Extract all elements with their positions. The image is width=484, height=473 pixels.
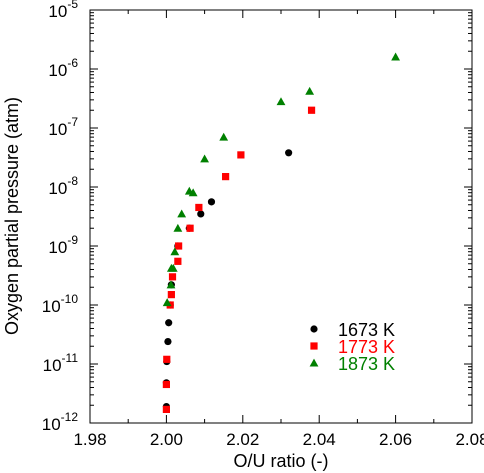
y-tick-label: 10-5 (48, 0, 78, 21)
data-point-triangle (200, 154, 209, 163)
y-axis-ticks (90, 9, 472, 424)
y-tick-label: 10-9 (48, 233, 78, 257)
data-point-triangle (166, 280, 176, 289)
data-point-square (162, 405, 170, 414)
x-tick-label: 1.98 (73, 430, 106, 449)
legend-marker-circle (310, 325, 318, 333)
data-points (162, 52, 400, 414)
y-axis-title: Oxygen partial pressure (atm) (2, 97, 22, 335)
x-tick-label: 2.06 (379, 430, 412, 449)
y-tick-label: 10-7 (48, 115, 78, 139)
data-point-square (195, 203, 203, 212)
data-point-triangle (188, 188, 198, 197)
plot-frame (89, 9, 473, 424)
data-point-triangle (177, 209, 187, 218)
data-point-circle (207, 198, 216, 206)
data-point-square (162, 380, 170, 389)
data-point-triangle (305, 86, 315, 95)
y-tick-label: 10-11 (43, 351, 79, 375)
legend-marker-square (310, 342, 318, 350)
y-tick-label: 10-12 (42, 410, 79, 434)
data-point-circle (165, 319, 173, 327)
x-tick-label: 2.00 (150, 430, 183, 449)
data-point-triangle (276, 97, 286, 106)
data-point-circle (164, 337, 172, 346)
data-point-square (307, 106, 316, 114)
data-point-triangle (168, 263, 178, 272)
data-point-circle (285, 149, 293, 157)
x-tick-label: 2.08 (455, 430, 484, 449)
y-axis-tick-labels: 10-12 10-11 10-10 10-9 10-8 10-7 10-6 10-5 (42, 0, 79, 434)
x-tick-label: 2.04 (303, 430, 336, 449)
data-point-square (222, 173, 230, 181)
data-point-square (186, 224, 194, 232)
data-point-triangle (219, 132, 229, 141)
data-point-square (167, 291, 175, 299)
data-point-triangle (391, 52, 400, 61)
data-point-triangle (170, 247, 180, 256)
x-axis-tick-labels: 1.98 2.00 2.02 2.04 2.06 2.08 (73, 430, 484, 449)
data-point-triangle (173, 223, 183, 232)
data-point-circle (197, 210, 205, 218)
data-point-square (163, 355, 171, 363)
x-axis-title: O/U ratio (-) (233, 451, 328, 471)
data-point-square (174, 257, 182, 265)
legend-marker-triangle (309, 358, 319, 367)
legend-label: 1673 K (338, 320, 395, 340)
y-tick-label: 10-6 (48, 56, 78, 80)
x-axis-ticks (89, 10, 473, 423)
data-point-square (175, 242, 183, 250)
legend-label: 1873 K (338, 354, 395, 374)
y-tick-label: 10-10 (42, 292, 79, 316)
data-point-triangle (162, 298, 172, 307)
data-point-square (237, 151, 245, 159)
data-point-square (168, 273, 177, 281)
y-tick-label: 10-8 (48, 174, 78, 198)
legend-label: 1773 K (338, 337, 395, 357)
x-tick-label: 2.02 (226, 430, 259, 449)
